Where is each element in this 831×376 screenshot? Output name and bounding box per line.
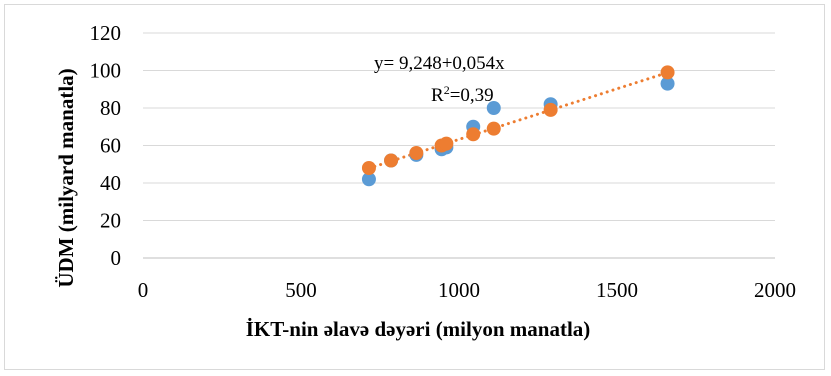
y-tick-label-40: 40	[100, 171, 121, 195]
y-tick-label-20: 20	[100, 209, 121, 233]
point-fitted	[486, 121, 501, 136]
point-fitted	[466, 127, 481, 142]
r-squared-superscript: 2	[444, 83, 450, 97]
y-tick-labels: 0 20 40 60 80 100 120	[90, 21, 122, 270]
y-tick-label-120: 120	[90, 21, 122, 45]
x-tick-label-2000: 2000	[754, 278, 796, 302]
r-squared-value: =0,39	[450, 85, 494, 106]
r-squared-label: R2=0,39	[431, 83, 494, 106]
point-actual	[486, 101, 501, 115]
y-tick-label-80: 80	[100, 96, 121, 120]
point-fitted	[543, 102, 558, 117]
y-tick-label-100: 100	[90, 59, 122, 83]
point-fitted	[660, 65, 675, 80]
x-tick-label-500: 500	[285, 278, 317, 302]
point-fitted	[384, 153, 399, 168]
regression-equation: y= 9,248+0,054x	[374, 53, 505, 74]
chart-frame	[4, 4, 825, 370]
x-tick-label-1500: 1500	[596, 278, 638, 302]
x-tick-labels: 0 500 1000 1500 2000	[138, 278, 796, 302]
y-axis-title: ÜDM (milyard manatla)	[54, 68, 78, 287]
point-fitted	[439, 136, 454, 151]
x-axis-title: İKT-nin əlavə dəyəri (milyon manatla)	[246, 317, 591, 341]
data-points	[361, 65, 675, 187]
x-tick-label-1000: 1000	[438, 278, 480, 302]
trendline-group	[367, 71, 670, 170]
y-tick-label-0: 0	[111, 246, 122, 270]
point-fitted	[409, 146, 424, 160]
r-squared-base: R	[431, 85, 444, 106]
y-tick-label-60: 60	[100, 134, 121, 158]
point-actual	[361, 172, 376, 187]
x-tick-label-0: 0	[138, 278, 149, 302]
trendline	[367, 71, 670, 170]
point-actual	[660, 76, 675, 91]
point-fitted	[361, 161, 376, 175]
